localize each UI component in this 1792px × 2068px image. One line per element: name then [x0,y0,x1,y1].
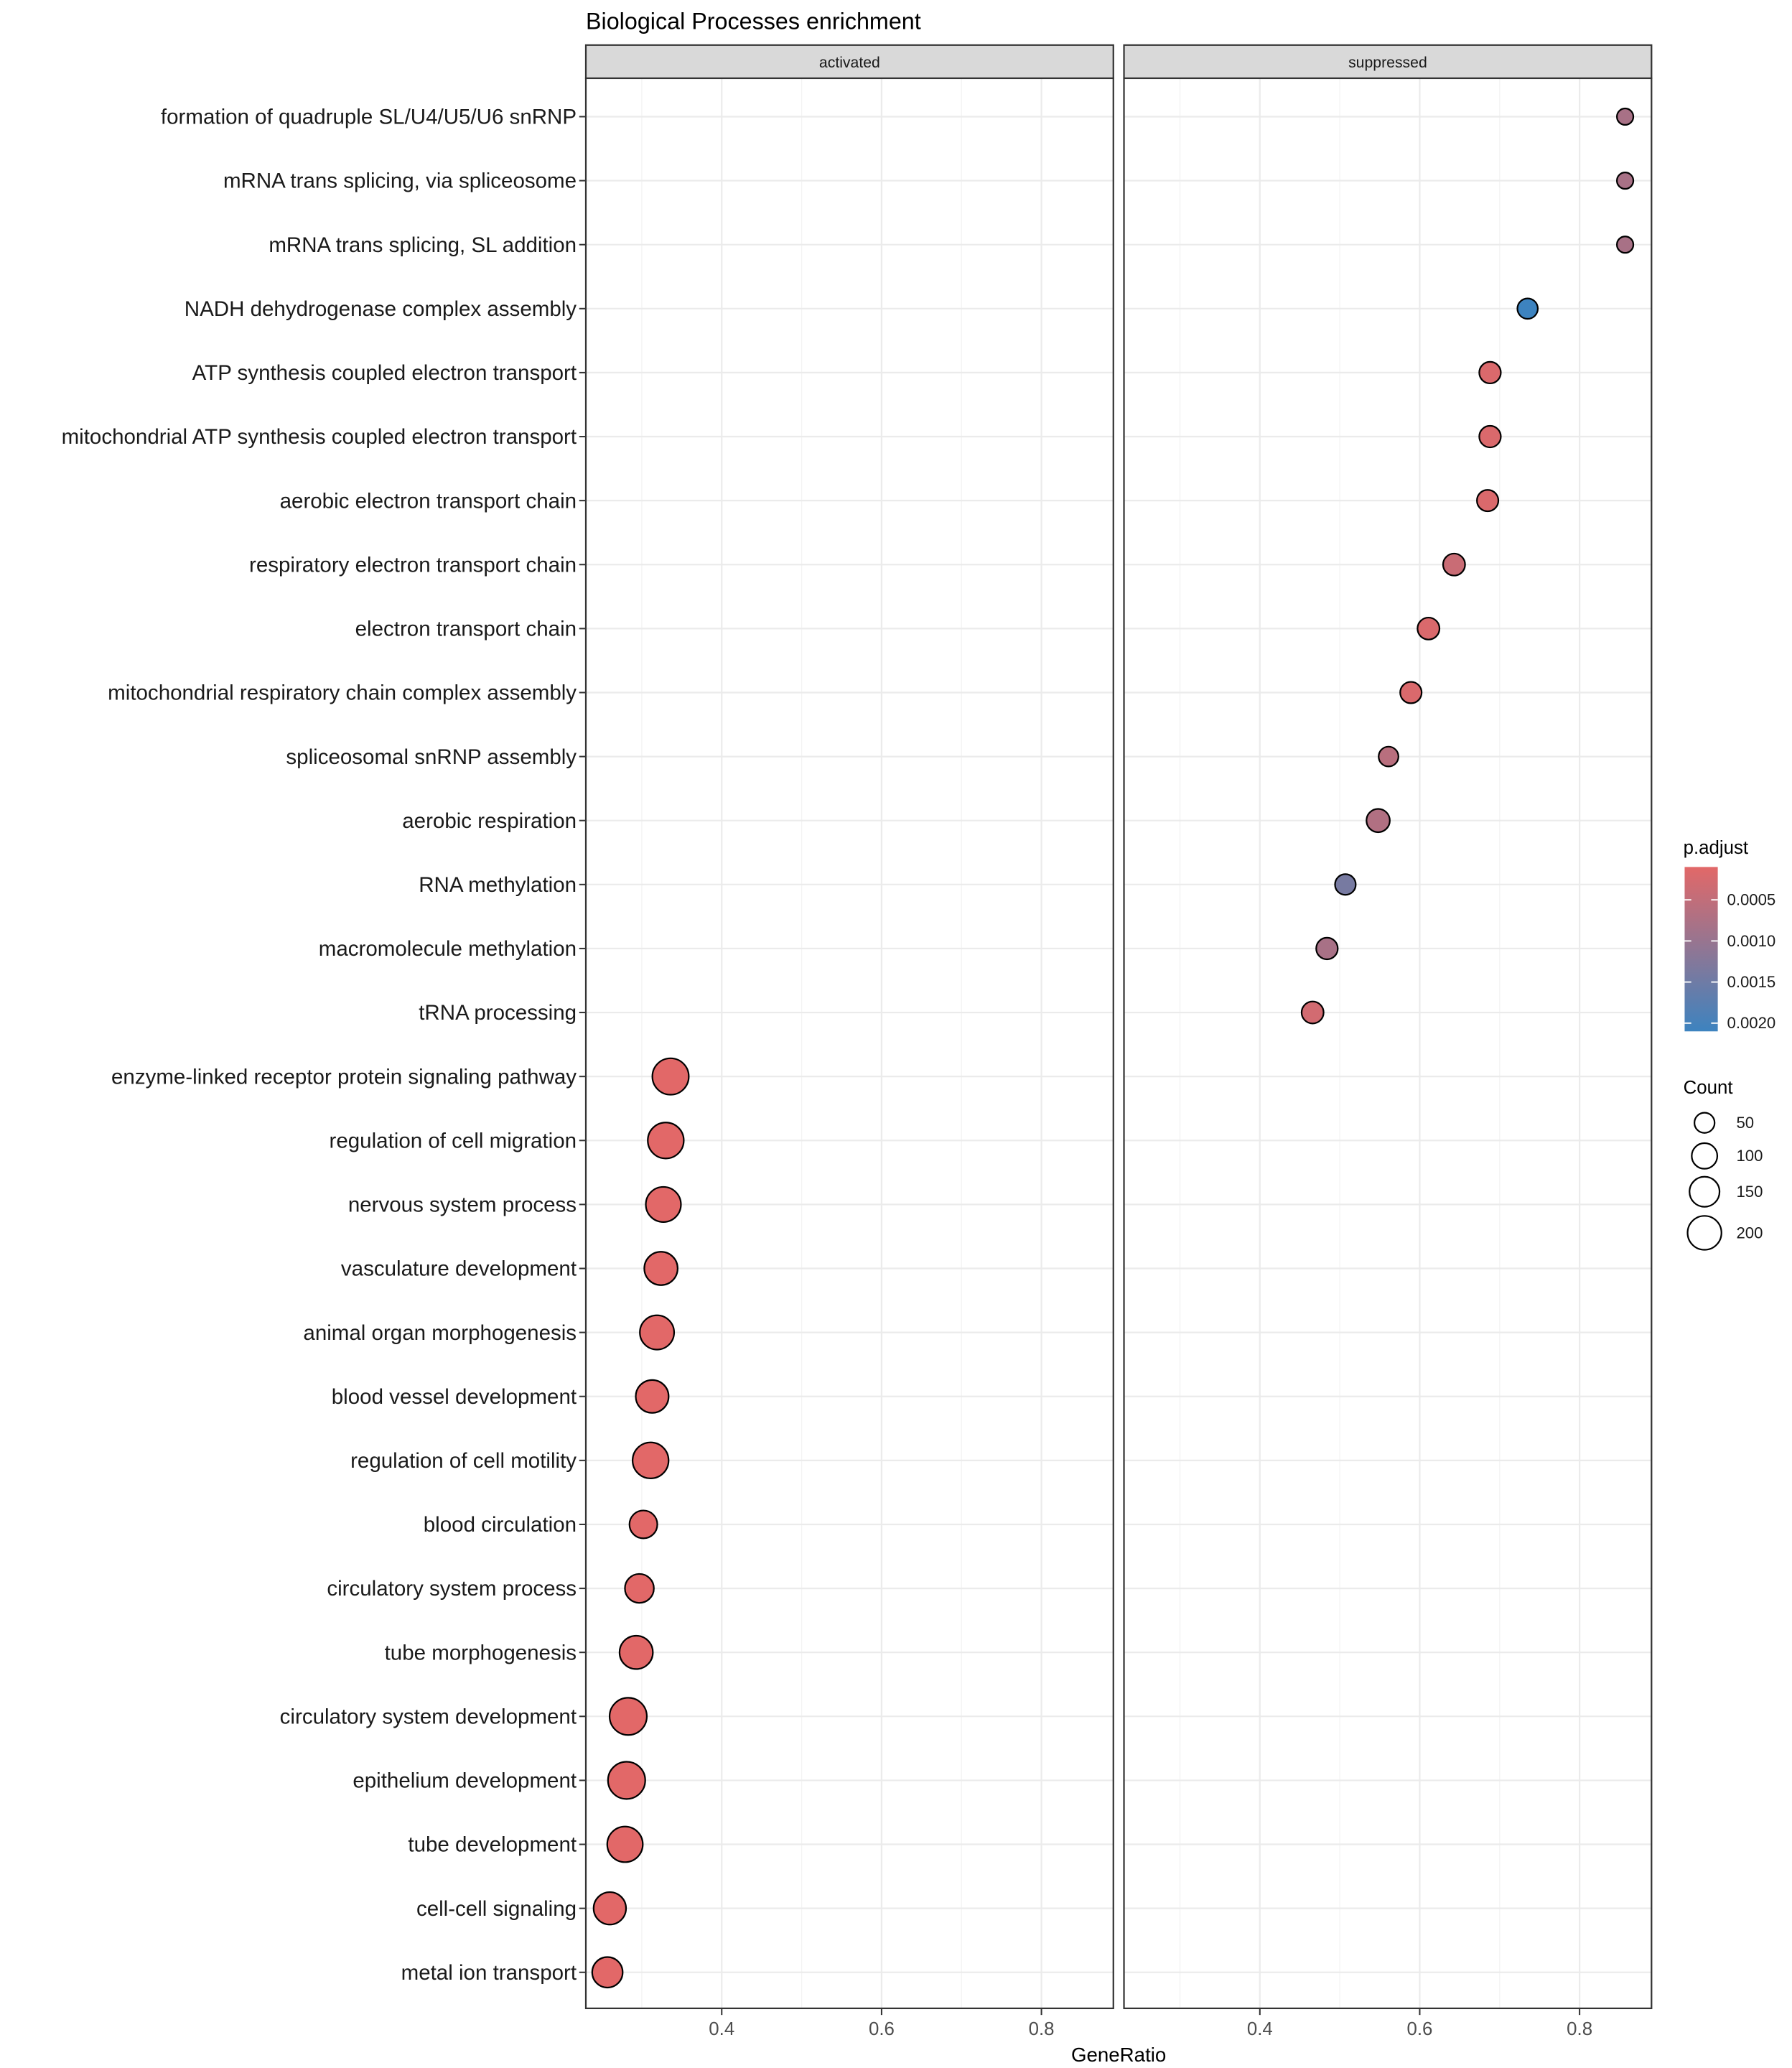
y-tick-label: nervous system process [348,1193,577,1217]
colorbar-ticks: 0.0005 0.0010 0.0015 0.0020 [1684,891,1776,1032]
size-legend-circle [1694,1112,1716,1134]
data-point [632,1441,670,1480]
data-point [1616,107,1635,126]
data-point [1478,360,1502,385]
data-point [624,1573,655,1604]
facet-strip-label: activated [819,55,880,71]
data-point [1399,681,1423,704]
panel-background [586,78,1114,2008]
data-point [647,1122,685,1160]
data-point [607,1761,646,1800]
data-point [1334,873,1357,896]
y-tick-label: RNA methylation [419,873,577,897]
data-point [1417,616,1441,641]
y-tick-label: aerobic electron transport chain [280,489,577,513]
panel-activated: activated 0.4 0.6 0.8 [584,44,1114,2039]
size-legend: Count 50 100 150 200 [1684,1078,1763,1251]
data-point [1516,297,1539,320]
y-tick-label: animal organ morphogenesis [303,1321,577,1345]
y-tick-label: respiratory electron transport chain [249,553,577,577]
y-tick-label: tube morphogenesis [385,1641,577,1664]
x-tick-label: 0.6 [869,2019,895,2039]
data-point [643,1251,678,1286]
data-point [1315,936,1339,961]
size-legend-circle [1686,1215,1722,1251]
y-tick-label: circulatory system process [327,1577,577,1601]
y-tick-label: blood vessel development [332,1385,577,1409]
y-tick-label: vasculature development [341,1257,577,1281]
y-tick-label: circulatory system development [280,1705,577,1728]
data-point [592,1891,627,1926]
y-tick-label: NADH dehydrogenase complex assembly [185,297,577,321]
x-tick-label: 0.8 [1567,2019,1592,2039]
colorbar-tick-label: 0.0015 [1727,973,1776,991]
facet-strip [584,44,1114,80]
data-point [645,1186,682,1223]
facet-strip [1123,44,1653,80]
x-tick-label: 0.4 [1247,2019,1273,2039]
y-tick-label: formation of quadruple SL/U4/U5/U6 snRNP [161,106,577,129]
y-axis: formation of quadruple SL/U4/U5/U6 snRNP… [62,106,586,1985]
data-point [635,1379,670,1414]
data-point [1366,808,1391,834]
panel-background [1124,78,1652,2008]
y-tick-label: aerobic respiration [402,809,577,833]
y-tick-label: spliceosomal snRNP assembly [286,745,577,769]
size-legend-circle [1691,1142,1719,1170]
size-legend-label: 200 [1736,1224,1763,1242]
data-point [618,1634,654,1670]
y-tick-label: mRNA trans splicing, SL addition [269,233,577,257]
y-tick-label: mRNA trans splicing, via spliceosome [223,169,577,193]
data-point [591,1956,624,1989]
colorbar-tick-label: 0.0020 [1727,1014,1776,1032]
y-tick-label: tube development [408,1833,577,1857]
data-point [606,1825,644,1863]
size-legend-label: 100 [1736,1147,1763,1165]
data-point [608,1697,648,1736]
data-point [1476,489,1500,513]
y-tick-label: epithelium development [353,1769,577,1793]
y-tick-label: mitochondrial ATP synthesis coupled elec… [62,425,577,449]
size-legend-label: 150 [1736,1183,1763,1201]
y-tick-label: electron transport chain [355,618,577,641]
color-legend-title: p.adjust [1684,838,1748,858]
x-tick-label: 0.4 [709,2019,734,2039]
y-tick-label: metal ion transport [401,1961,577,1985]
y-tick-label: macromolecule methylation [319,937,577,961]
y-tick-label: blood circulation [424,1513,577,1537]
size-legend-circle [1689,1175,1721,1208]
size-legend-items: 50 100 150 200 [1686,1112,1763,1251]
x-axis-title: GeneRatio [1071,2044,1166,2066]
facet-strip-label: suppressed [1348,55,1427,71]
y-tick-label: regulation of cell motility [350,1449,577,1473]
colorbar-tick-label: 0.0005 [1727,891,1776,909]
size-legend-title: Count [1684,1078,1733,1098]
y-tick-label: mitochondrial respiratory chain complex … [108,681,577,705]
data-point [1478,424,1502,449]
panel-suppressed: suppressed 0.4 0.6 0.8 [1123,44,1653,2039]
facet-panels: activated 0.4 0.6 0.8 suppressed 0.4 0.6 0.8 [584,44,1653,2039]
x-tick-label: 0.6 [1407,2019,1433,2039]
chart-title: Biological Processes enrichment [586,9,921,34]
size-legend-label: 50 [1736,1114,1754,1132]
data-point [651,1057,690,1096]
y-tick-label: tRNA processing [419,1001,577,1025]
data-point [1616,236,1635,254]
color-legend: p.adjust 0.0005 0.0010 0.0015 0.0020 [1684,838,1776,1032]
data-point [628,1509,658,1540]
colorbar-tick-label: 0.0010 [1727,932,1776,950]
y-tick-label: cell-cell signaling [416,1897,577,1921]
y-tick-label: enzyme-linked receptor protein signaling… [111,1065,577,1089]
data-point [1442,552,1466,577]
data-point [639,1314,676,1351]
data-point [1616,172,1635,190]
x-tick-label: 0.8 [1029,2019,1055,2039]
y-tick-label: regulation of cell migration [330,1129,577,1152]
data-points [591,107,1635,1989]
data-point [1300,1000,1325,1025]
data-point [1378,745,1399,768]
colorbar [1684,867,1718,1032]
y-tick-label: ATP synthesis coupled electron transport [192,361,577,385]
